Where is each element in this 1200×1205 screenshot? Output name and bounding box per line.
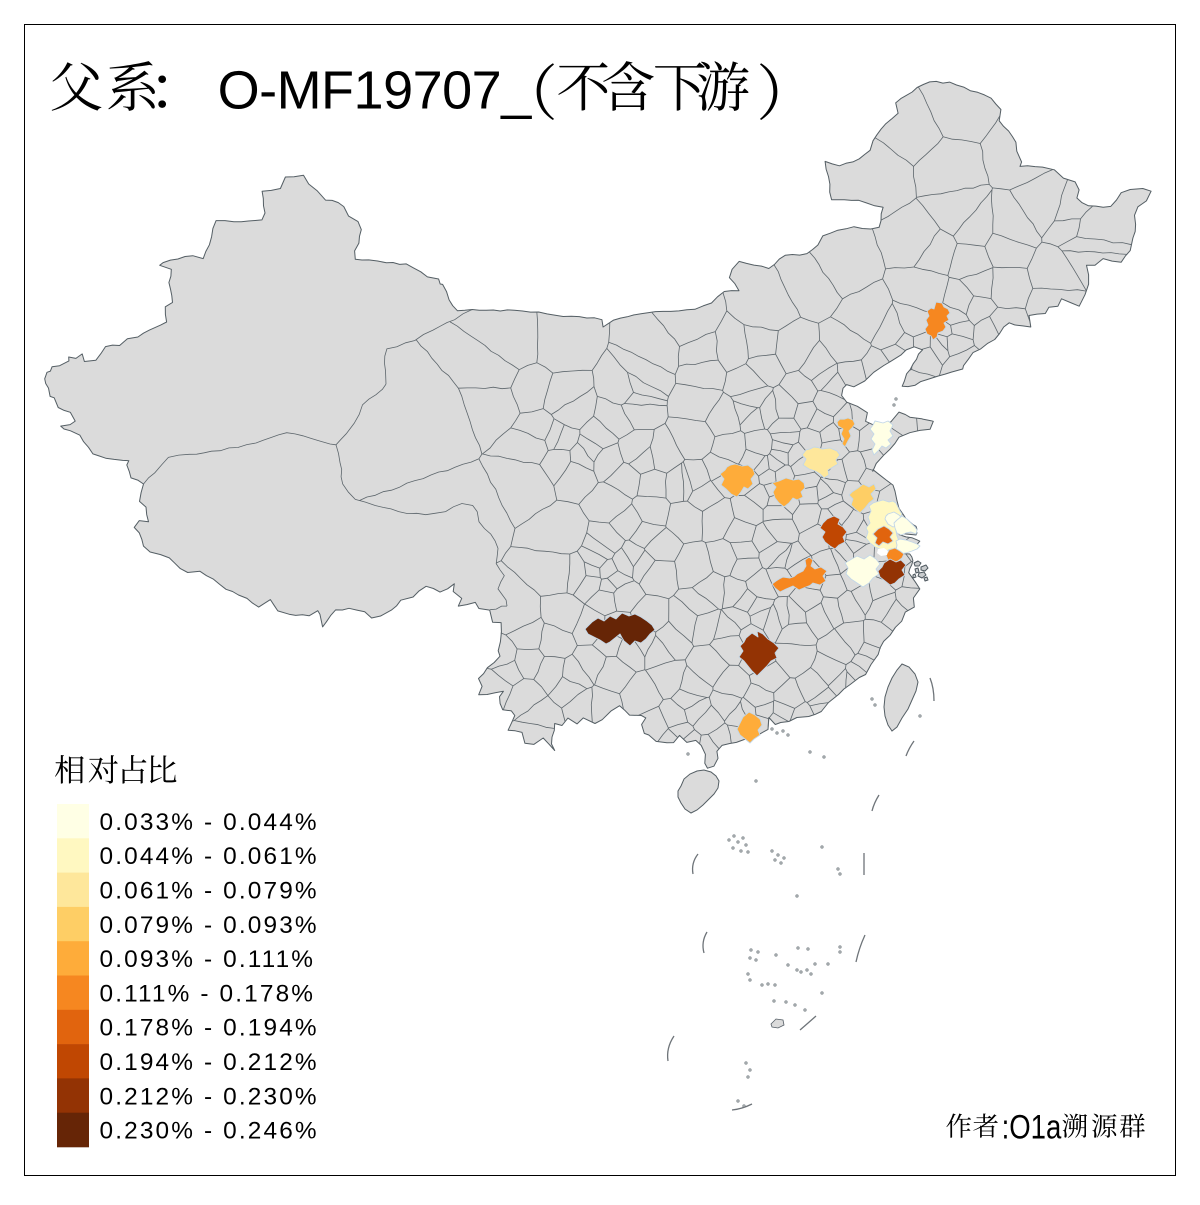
- svg-text:O-MF19707_: O-MF19707_: [218, 61, 533, 121]
- svg-text:0.194% - 0.212%: 0.194% - 0.212%: [100, 1049, 319, 1076]
- svg-text:0.230% - 0.246%: 0.230% - 0.246%: [100, 1118, 319, 1145]
- svg-text:0.044% - 0.061%: 0.044% - 0.061%: [100, 843, 319, 870]
- svg-text:0.111% - 0.178%: 0.111% - 0.178%: [100, 980, 316, 1007]
- svg-text:0.033% - 0.044%: 0.033% - 0.044%: [100, 809, 319, 836]
- svg-text:0.079% - 0.093%: 0.079% - 0.093%: [100, 912, 319, 939]
- svg-text:0.178% - 0.194%: 0.178% - 0.194%: [100, 1015, 319, 1042]
- svg-text::O1a: :O1a: [1002, 1108, 1062, 1146]
- svg-text:0.093% - 0.111%: 0.093% - 0.111%: [100, 946, 316, 973]
- svg-text:0.061% - 0.079%: 0.061% - 0.079%: [100, 878, 319, 905]
- svg-text:0.212% - 0.230%: 0.212% - 0.230%: [100, 1083, 319, 1110]
